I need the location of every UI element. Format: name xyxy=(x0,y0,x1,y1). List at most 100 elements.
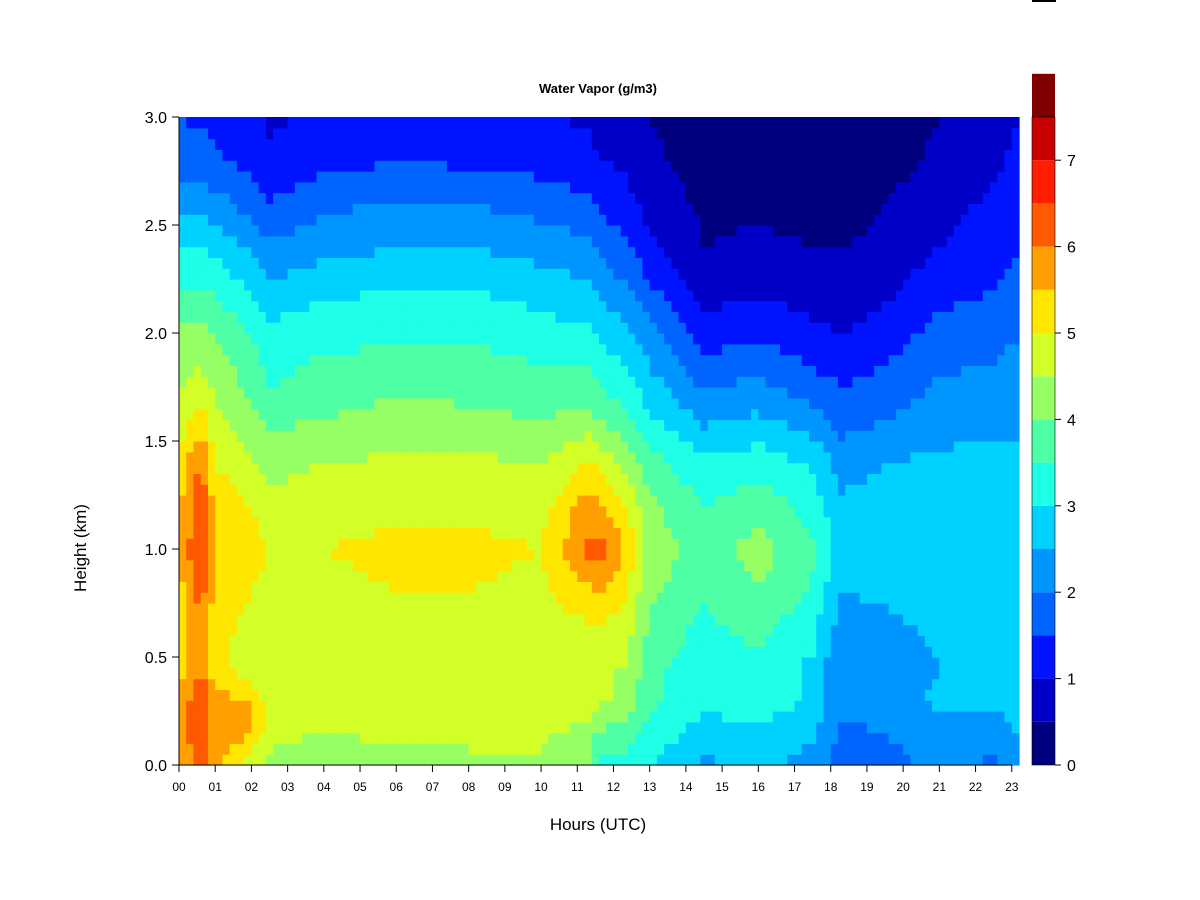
heatmap-cell xyxy=(685,527,694,539)
heatmap-cell xyxy=(229,376,238,388)
heatmap-cell xyxy=(229,311,238,323)
heatmap-cell xyxy=(613,700,622,712)
heatmap-cell xyxy=(519,365,528,377)
heatmap-cell xyxy=(439,289,448,302)
heatmap-cell xyxy=(577,127,586,140)
heatmap-cell xyxy=(656,721,665,734)
heatmap-cell xyxy=(186,559,195,572)
heatmap-cell xyxy=(483,538,491,550)
heatmap-cell xyxy=(432,430,441,442)
heatmap-cell xyxy=(758,603,767,615)
heatmap-cell xyxy=(599,225,607,237)
heatmap-cell xyxy=(483,160,491,172)
heatmap-cell xyxy=(483,635,491,647)
heatmap-cell xyxy=(736,581,745,593)
heatmap-cell xyxy=(200,365,209,377)
heatmap-cell xyxy=(461,365,470,377)
heatmap-cell xyxy=(179,279,187,291)
heatmap-cell xyxy=(570,711,578,723)
heatmap-cell xyxy=(425,495,434,507)
heatmap-cell xyxy=(504,657,513,669)
heatmap-cell xyxy=(729,495,738,507)
heatmap-cell xyxy=(374,495,383,507)
heatmap-cell xyxy=(685,451,694,464)
heatmap-cell xyxy=(606,667,615,680)
heatmap-cell xyxy=(222,225,231,237)
heatmap-cell xyxy=(627,343,636,356)
heatmap-cell xyxy=(316,235,325,248)
heatmap-cell xyxy=(671,376,680,388)
heatmap-cell xyxy=(772,279,781,291)
heatmap-cell xyxy=(244,441,253,453)
heatmap-cell xyxy=(606,495,615,507)
heatmap-cell xyxy=(294,397,303,410)
heatmap-cell xyxy=(656,160,665,172)
heatmap-cell xyxy=(548,268,557,280)
heatmap-cell xyxy=(758,689,767,701)
heatmap-cell xyxy=(316,721,325,734)
heatmap-cell xyxy=(541,354,549,366)
heatmap-cell xyxy=(577,365,586,377)
heatmap-cell xyxy=(678,268,687,280)
heatmap-cell xyxy=(244,462,253,474)
heatmap-cell xyxy=(207,613,216,626)
heatmap-cell xyxy=(323,700,332,712)
heatmap-cell xyxy=(664,300,673,312)
heatmap-cell xyxy=(649,322,658,334)
heatmap-cell xyxy=(258,462,267,474)
heatmap-cell xyxy=(693,225,701,237)
heatmap-cell xyxy=(352,754,361,766)
heatmap-cell xyxy=(403,376,412,388)
heatmap-cell xyxy=(360,257,368,269)
heatmap-cell xyxy=(338,559,347,572)
heatmap-cell xyxy=(693,117,701,129)
heatmap-cell xyxy=(432,127,441,140)
heatmap-cell xyxy=(352,743,361,755)
heatmap-cell xyxy=(251,462,260,474)
heatmap-cell xyxy=(461,268,470,280)
heatmap-cell xyxy=(454,343,463,356)
heatmap-cell xyxy=(417,667,426,680)
heatmap-cell xyxy=(577,289,586,302)
heatmap-cell xyxy=(700,343,709,356)
heatmap-cell xyxy=(620,624,629,636)
heatmap-cell xyxy=(236,333,245,345)
heatmap-cell xyxy=(729,354,738,366)
heatmap-cell xyxy=(772,343,781,356)
heatmap-cell xyxy=(627,181,636,194)
heatmap-cell xyxy=(555,678,564,690)
heatmap-cell xyxy=(627,225,636,237)
heatmap-cell xyxy=(693,419,701,431)
heatmap-cell xyxy=(700,657,709,669)
heatmap-cell xyxy=(229,419,238,431)
heatmap-cell xyxy=(367,549,376,561)
heatmap-cell xyxy=(179,505,187,518)
heatmap-cell xyxy=(417,613,426,626)
heatmap-cell xyxy=(519,462,528,474)
heatmap-cell xyxy=(244,246,253,258)
heatmap-cell xyxy=(222,160,231,172)
heatmap-cell xyxy=(425,613,434,626)
heatmap-cell xyxy=(700,646,709,658)
heatmap-cell xyxy=(432,214,441,226)
heatmap-cell xyxy=(331,592,339,604)
heatmap-cell xyxy=(215,192,224,204)
heatmap-cell xyxy=(323,171,332,183)
heatmap-cell xyxy=(207,559,216,572)
heatmap-cell xyxy=(215,376,224,388)
heatmap-cell xyxy=(722,581,730,593)
heatmap-cell xyxy=(461,289,470,302)
heatmap-cell xyxy=(316,613,325,626)
heatmap-cell xyxy=(417,387,426,399)
heatmap-cell xyxy=(555,732,564,744)
heatmap-cell xyxy=(396,732,405,744)
heatmap-cell xyxy=(258,160,267,172)
heatmap-cell xyxy=(338,657,347,669)
heatmap-cell xyxy=(229,181,238,194)
heatmap-cell xyxy=(417,343,426,356)
heatmap-cell xyxy=(236,343,245,356)
heatmap-cell xyxy=(200,570,209,582)
heatmap-cell xyxy=(251,376,260,388)
heatmap-cell xyxy=(258,354,267,366)
heatmap-cell xyxy=(758,462,767,474)
